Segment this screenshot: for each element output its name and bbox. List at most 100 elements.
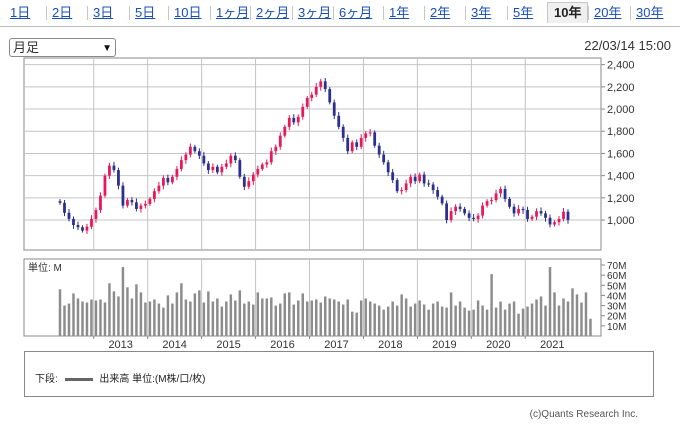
candle-body (112, 165, 116, 171)
tab-2[interactable]: 2日 (52, 5, 73, 20)
volume-bar (553, 292, 556, 336)
volume-bar (324, 296, 327, 336)
volume-bar (274, 305, 278, 336)
candle-interval-select[interactable]: 月足 ▼ (9, 38, 116, 57)
candle-body (242, 176, 246, 187)
candle-body (391, 172, 395, 181)
candle-body (144, 203, 147, 206)
volume-bar (238, 290, 242, 336)
volume-bar (440, 306, 444, 336)
volume-bar (589, 318, 592, 336)
candle-body (418, 174, 422, 182)
candle-body (117, 170, 120, 186)
tab-separator (383, 6, 384, 20)
tab-7[interactable]: 2ヶ月 (256, 5, 290, 20)
candle-body (314, 86, 318, 95)
tab-1[interactable]: 1日 (10, 5, 31, 20)
candle-body (211, 166, 215, 171)
candles-group (58, 77, 570, 234)
tab-12[interactable]: 3年 (471, 5, 492, 20)
tab-11[interactable]: 2年 (430, 5, 451, 20)
candle-body (332, 102, 336, 116)
candle-body (445, 203, 449, 221)
volume-bar (454, 305, 457, 336)
volume-bar (261, 298, 264, 336)
legend-volume-label: 出来高 単位:(M株/口/枚) (99, 374, 206, 385)
candle-body (130, 200, 134, 203)
price-panel-frame (23, 57, 602, 251)
volume-bar (153, 299, 156, 336)
candle-body (292, 117, 296, 123)
candle-body (472, 217, 475, 219)
candle-body (81, 227, 84, 231)
tab-4[interactable]: 5日 (135, 5, 156, 20)
volume-bar (508, 303, 511, 336)
candle-body (355, 142, 359, 147)
tab-15[interactable]: 20年 (594, 5, 622, 20)
volume-bar (521, 308, 525, 336)
tab-14[interactable]: 10年 (547, 2, 589, 23)
candle-body (427, 183, 431, 185)
candle-body (512, 206, 516, 214)
candle-body (458, 206, 462, 209)
tab-5[interactable]: 10日 (174, 5, 202, 20)
volume-bar (283, 293, 287, 336)
tab-10[interactable]: 1年 (389, 5, 410, 20)
candle-body (467, 213, 471, 218)
volume-bar (350, 311, 354, 336)
chevron-down-icon: ▼ (102, 43, 112, 54)
candle-body (220, 166, 224, 173)
candle-body (377, 145, 381, 155)
candle-body (238, 160, 242, 177)
candle-body (382, 154, 386, 163)
volume-bar (306, 301, 309, 336)
tab-16[interactable]: 30年 (636, 5, 664, 20)
volume-tick-label: 30M (607, 302, 626, 313)
volume-bar (175, 292, 179, 336)
candle-body (530, 216, 534, 219)
candle-body (481, 205, 484, 216)
volume-bar (243, 303, 246, 336)
candle-body (485, 201, 489, 206)
volume-bar (503, 309, 507, 336)
candle-body (395, 180, 399, 192)
tab-6[interactable]: 1ヶ月 (216, 5, 250, 20)
tab-3[interactable]: 3日 (93, 5, 114, 20)
volume-bar (279, 303, 282, 336)
candle-body (400, 190, 404, 192)
tab-separator (46, 6, 47, 20)
volume-bar (481, 305, 484, 336)
candle-body (233, 155, 237, 161)
candle-body (319, 81, 323, 87)
volume-bar (490, 274, 493, 336)
tab-13[interactable]: 5年 (513, 5, 534, 20)
price-tick-label: 1,000 (607, 215, 635, 227)
tab-8[interactable]: 3ヶ月 (298, 5, 332, 20)
candle-body (76, 225, 80, 228)
tab-separator (87, 6, 88, 20)
tab-separator (507, 6, 508, 20)
candle-body (197, 151, 201, 156)
candle-body (566, 211, 570, 221)
volume-bar (202, 302, 206, 336)
volume-bar (548, 267, 552, 336)
volume-bar (395, 305, 399, 336)
candle-body (476, 215, 480, 219)
candle-body (148, 198, 152, 204)
volume-bar (584, 292, 588, 336)
volume-bar (310, 300, 313, 336)
volume-bar (72, 293, 75, 336)
candle-body (224, 163, 228, 167)
volume-bar (355, 312, 358, 336)
price-tick-label: 1,800 (607, 126, 635, 138)
year-tick-label: 2014 (162, 339, 186, 350)
candle-body (103, 175, 107, 196)
candle-body (58, 201, 62, 203)
volume-bar (126, 287, 129, 336)
volume-bar (499, 301, 502, 336)
volume-bar (530, 303, 534, 336)
volume-bar (526, 306, 529, 336)
volume-bar (400, 294, 403, 336)
tab-9[interactable]: 6ヶ月 (339, 5, 373, 20)
tab-separator (210, 6, 211, 20)
